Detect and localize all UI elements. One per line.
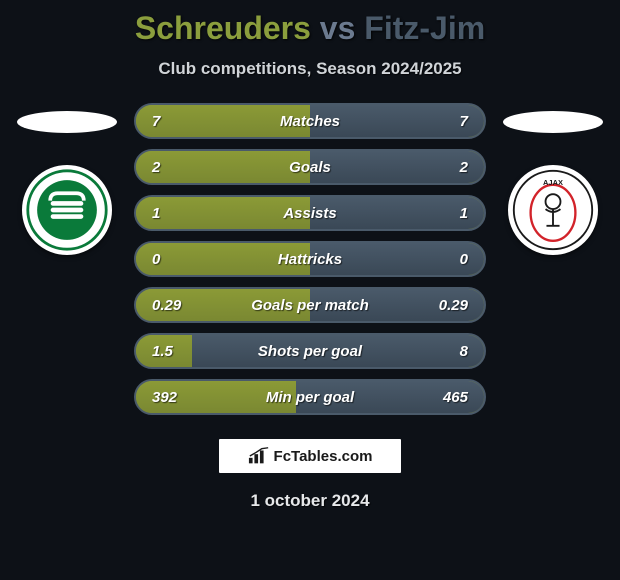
subtitle: Club competitions, Season 2024/2025	[0, 59, 620, 79]
svg-text:AJAX: AJAX	[543, 178, 563, 187]
stat-value-left: 0	[152, 251, 160, 268]
stat-value-left: 1	[152, 205, 160, 222]
player2-name: Fitz-Jim	[364, 10, 485, 46]
stat-value-right: 7	[460, 113, 468, 130]
stat-row: 2 Goals 2	[134, 149, 486, 185]
fctables-logo-icon	[248, 447, 270, 465]
stat-row: 7 Matches 7	[134, 103, 486, 139]
stat-label: Shots per goal	[258, 343, 362, 360]
right-club-column: AJAX	[498, 103, 608, 255]
right-ellipse-shadow	[503, 111, 603, 133]
stat-row: 1.5 Shots per goal 8	[134, 333, 486, 369]
stat-label: Goals	[289, 159, 331, 176]
stat-value-right: 465	[443, 389, 468, 406]
stat-label: Hattricks	[278, 251, 342, 268]
stat-row: 1 Assists 1	[134, 195, 486, 231]
brand-text: FcTables.com	[274, 448, 373, 465]
stat-label: Goals per match	[251, 297, 369, 314]
stat-row: 392 Min per goal 465	[134, 379, 486, 415]
date-text: 1 october 2024	[0, 491, 620, 511]
stat-label: Assists	[283, 205, 336, 222]
stat-row: 0 Hattricks 0	[134, 241, 486, 277]
stat-value-right: 8	[460, 343, 468, 360]
left-club-badge	[22, 165, 112, 255]
stat-value-right: 2	[460, 159, 468, 176]
left-club-column	[12, 103, 122, 255]
player1-name: Schreuders	[135, 10, 311, 46]
left-ellipse-shadow	[17, 111, 117, 133]
stat-label: Min per goal	[266, 389, 354, 406]
main-area: 7 Matches 7 2 Goals 2 1 Assists 1 0 Hattricks 0 0.29…	[0, 103, 620, 415]
comparison-card: Schreuders vs Fitz-Jim Club competitions…	[0, 0, 620, 580]
stat-value-left: 392	[152, 389, 177, 406]
stat-value-left: 1.5	[152, 343, 173, 360]
stats-column: 7 Matches 7 2 Goals 2 1 Assists 1 0 Hattricks 0 0.29…	[134, 103, 486, 415]
stat-value-right: 1	[460, 205, 468, 222]
groningen-crest-icon	[25, 168, 109, 252]
stat-value-right: 0.29	[439, 297, 468, 314]
stat-value-left: 7	[152, 113, 160, 130]
title-vs: vs	[320, 10, 356, 46]
stat-value-right: 0	[460, 251, 468, 268]
stat-label: Matches	[280, 113, 340, 130]
stat-value-left: 2	[152, 159, 160, 176]
stat-row: 0.29 Goals per match 0.29	[134, 287, 486, 323]
stat-value-left: 0.29	[152, 297, 181, 314]
stat-right-fill	[310, 151, 484, 183]
stat-left-fill	[136, 151, 310, 183]
brand-badge[interactable]: FcTables.com	[219, 439, 401, 473]
right-club-badge: AJAX	[508, 165, 598, 255]
title: Schreuders vs Fitz-Jim	[0, 10, 620, 47]
ajax-crest-icon: AJAX	[511, 168, 595, 252]
